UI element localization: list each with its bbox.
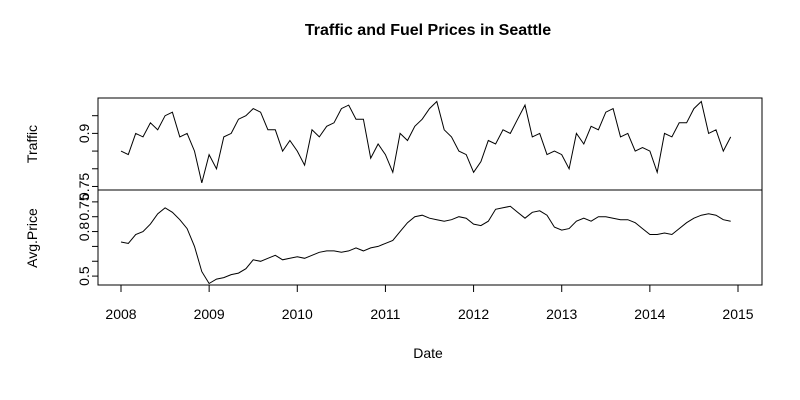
x-tick-label: 2011 — [370, 306, 400, 322]
price-y-tick-label: 0.5 — [76, 266, 92, 286]
traffic-series-line — [120, 100, 732, 184]
x-tick-label: 2008 — [105, 306, 136, 322]
price-y-tick-label-extra: 0.75 — [76, 193, 92, 220]
price-series-line — [120, 205, 731, 285]
chart-title: Traffic and Fuel Prices in Seattle — [305, 22, 551, 39]
x-tick-label: 2010 — [282, 306, 313, 322]
traffic-y-tick-label: 0.75 — [76, 173, 92, 200]
price-ylabel: Avg.Price — [24, 208, 40, 268]
x-tick-label: 2009 — [194, 306, 225, 322]
chart-marks: 0.75 0.9 0.5 0.8 0.75 2008 2009 2010 2011 2012 201… — [76, 100, 754, 322]
x-tick-label: 2013 — [546, 306, 577, 322]
x-tick-label: 2014 — [634, 306, 665, 322]
traffic-ylabel: Traffic — [24, 125, 40, 163]
price-y-tick-label: 0.8 — [76, 222, 92, 242]
x-tick-label: 2015 — [722, 306, 753, 322]
x-axis-label: Date — [413, 345, 443, 361]
x-tick-label: 2012 — [458, 306, 489, 322]
traffic-y-tick-label: 0.9 — [76, 123, 92, 143]
price-panel-frame — [97, 189, 763, 286]
